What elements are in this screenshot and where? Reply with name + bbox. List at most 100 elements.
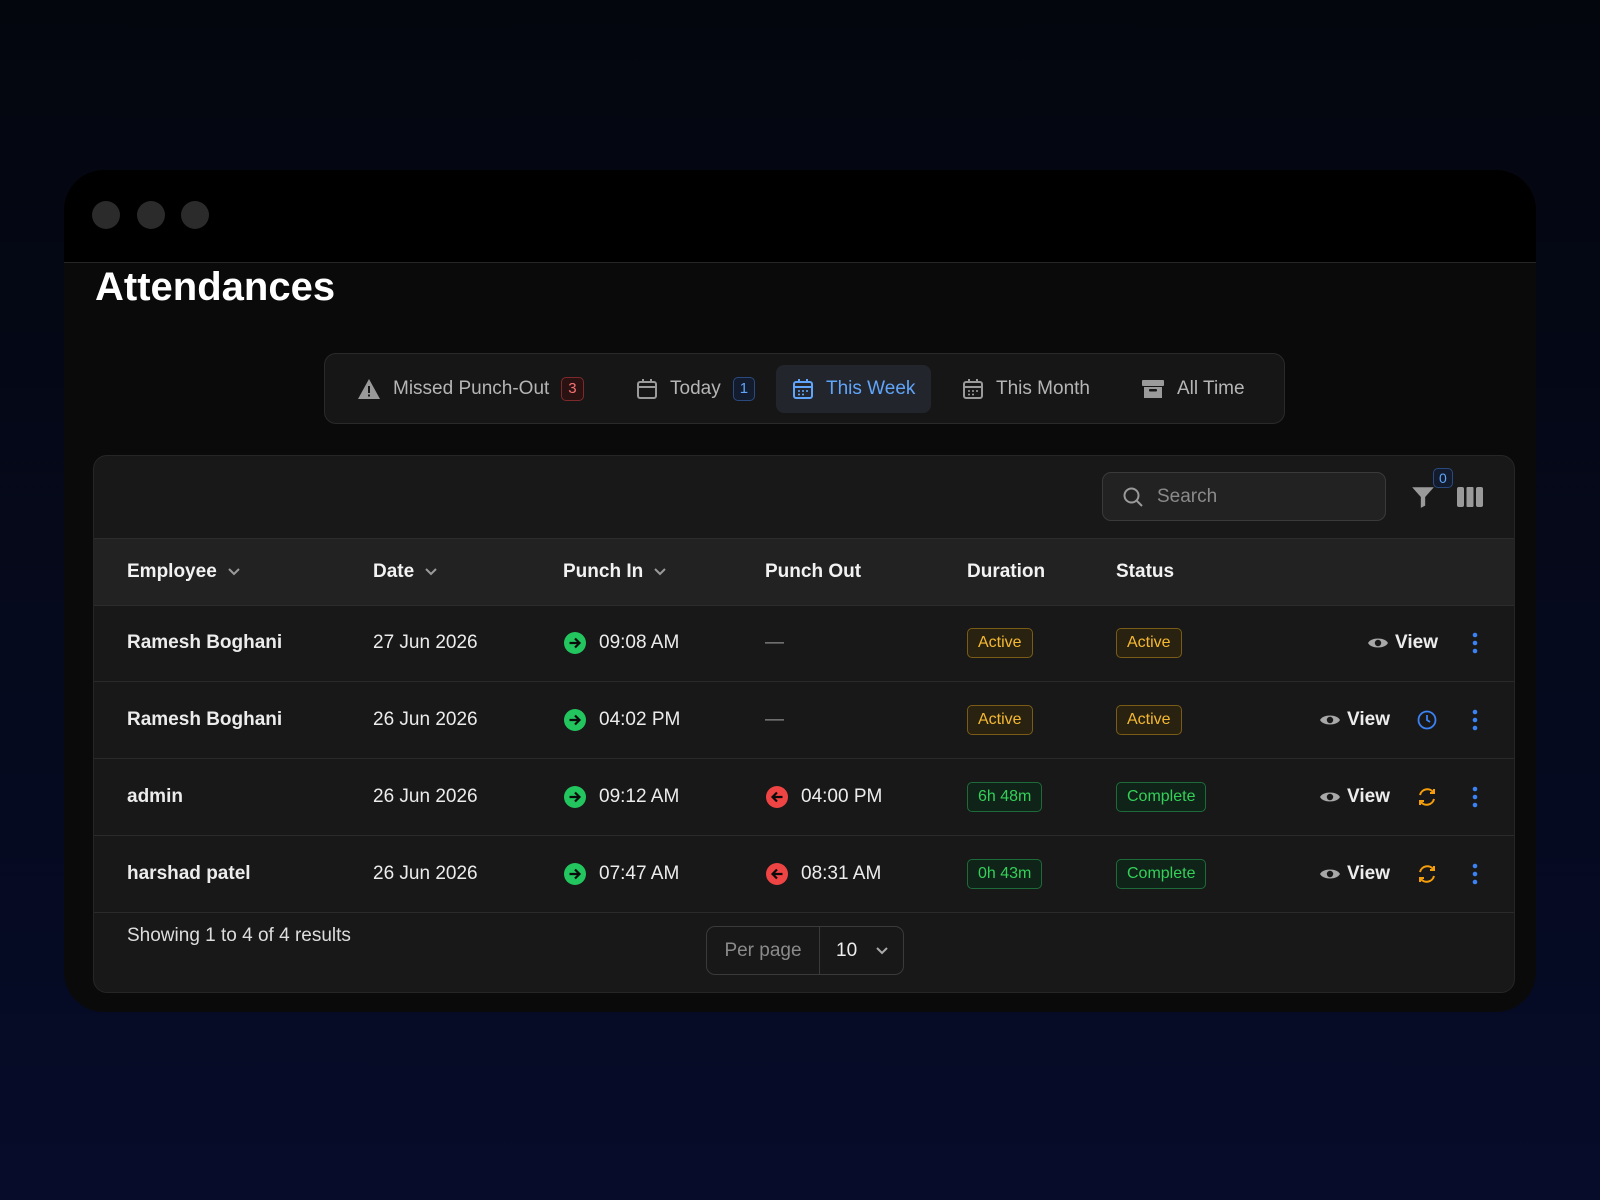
tab-icon: [637, 379, 657, 399]
more-actions[interactable]: [1472, 709, 1478, 731]
column-label: Punch Out: [765, 561, 862, 582]
punch-in: 07:47 AM: [563, 835, 679, 912]
search-placeholder: Search: [1157, 485, 1218, 507]
view-button[interactable]: View: [1367, 632, 1438, 654]
more-actions[interactable]: [1472, 786, 1478, 808]
search-box[interactable]: Search: [1102, 472, 1386, 521]
view-button[interactable]: View: [1319, 709, 1390, 731]
column-header[interactable]: Employee: [127, 539, 241, 605]
table-card: Search 0 Employee Date Punch In Punch Out Du…: [93, 455, 1515, 993]
punch-in: 04:02 PM: [563, 681, 680, 758]
punch-in: 09:12 AM: [563, 758, 679, 835]
page-title: Attendances: [95, 265, 336, 309]
tab-icon: [963, 379, 983, 399]
punch-in-time: 04:02 PM: [599, 708, 681, 730]
punch-out: —: [765, 681, 784, 758]
tab-bar: Missed Punch-Out 3 Today 1 This Week This Mon…: [324, 353, 1285, 424]
date: 26 Jun 2026: [373, 785, 478, 807]
search-icon: [1123, 487, 1143, 507]
employee-name: harshad patel: [127, 862, 251, 884]
extra-icon: [1419, 787, 1435, 806]
status: Complete: [1116, 835, 1207, 912]
row-actions: View: [1319, 758, 1478, 835]
punch-in-icon: [564, 708, 586, 731]
filter-tab[interactable]: This Week: [776, 365, 932, 413]
filter-button[interactable]: [1410, 484, 1436, 510]
view-label: View: [1395, 631, 1438, 653]
tab-label: Missed Punch-Out: [393, 378, 550, 399]
row-extra-action[interactable]: [1416, 709, 1438, 731]
status: Complete: [1116, 758, 1207, 835]
view-button[interactable]: View: [1319, 786, 1390, 808]
tab-icon: [358, 379, 380, 399]
duration-badge: Active: [967, 704, 1033, 735]
tab-badge: 3: [561, 377, 584, 401]
duration: Active: [967, 604, 1033, 681]
status: Active: [1116, 604, 1182, 681]
window-dot[interactable]: [92, 201, 120, 229]
tab-label: This Week: [826, 378, 916, 399]
employee-name: admin: [127, 785, 183, 807]
dots-icon: [1472, 709, 1478, 730]
dots-icon: [1472, 632, 1478, 653]
sort-icon: [228, 568, 240, 576]
per-page-value-box: 10: [820, 927, 903, 974]
view-label: View: [1347, 862, 1390, 884]
punch-in-time: 07:47 AM: [599, 862, 680, 884]
filter-tab[interactable]: Missed Punch-Out 3: [341, 365, 600, 413]
eye-icon: [1320, 792, 1341, 801]
results-summary: Showing 1 to 4 of 4 results: [127, 925, 351, 946]
view-label: View: [1347, 708, 1390, 730]
title-bar: [64, 170, 1536, 263]
punch-out: 08:31 AM: [765, 835, 881, 912]
table-row: Ramesh Boghani 27 Jun 2026 09:08 AM — Active…: [94, 604, 1514, 682]
punch-out-icon: [766, 785, 788, 808]
tab-icon: [793, 379, 813, 399]
table-row: Ramesh Boghani 26 Jun 2026 04:02 PM — Active…: [94, 681, 1514, 759]
columns-button[interactable]: [1457, 485, 1483, 509]
dots-icon: [1472, 786, 1478, 807]
row-actions: View: [1367, 604, 1478, 681]
filter-tab[interactable]: This Month: [946, 365, 1106, 413]
per-page-select[interactable]: Per page 10: [706, 926, 904, 975]
column-header: Punch Out: [765, 539, 861, 605]
extra-icon: [1419, 864, 1435, 883]
window-dot[interactable]: [137, 201, 165, 229]
filter-tab[interactable]: Today 1: [620, 365, 771, 413]
date: 26 Jun 2026: [373, 862, 478, 884]
sort-icon: [425, 568, 437, 576]
eye-icon: [1320, 715, 1341, 724]
punch-out: —: [765, 604, 784, 681]
column-label: Date: [373, 561, 415, 582]
status-badge: Complete: [1116, 781, 1207, 812]
punch-in-icon: [564, 631, 586, 654]
duration: 0h 43m: [967, 835, 1043, 912]
table-row: admin 26 Jun 2026 09:12 AM 04:00 PM 6h 48m Co…: [94, 758, 1514, 836]
punch-out: 04:00 PM: [765, 758, 882, 835]
table-row: harshad patel 26 Jun 2026 07:47 AM 08:31 AM…: [94, 835, 1514, 913]
status-badge: Active: [1116, 704, 1182, 735]
punch-in-icon: [564, 862, 586, 885]
punch-out-time: —: [765, 631, 784, 653]
more-actions[interactable]: [1472, 863, 1478, 885]
date: 27 Jun 2026: [373, 631, 478, 653]
row-extra-action[interactable]: [1416, 786, 1438, 808]
filter-tab[interactable]: All Time: [1125, 365, 1261, 413]
view-button[interactable]: View: [1319, 863, 1390, 885]
row-extra-action[interactable]: [1416, 863, 1438, 885]
more-actions[interactable]: [1472, 632, 1478, 654]
employee-name: Ramesh Boghani: [127, 708, 283, 730]
column-header[interactable]: Date: [373, 539, 438, 605]
chevron: [876, 946, 888, 954]
tab-icon: [1142, 380, 1164, 398]
column-label: Employee: [127, 561, 217, 582]
tab-label: Today: [670, 378, 721, 399]
eye-icon: [1368, 638, 1389, 647]
status-badge: Active: [1116, 627, 1182, 658]
per-page-label: Per page: [707, 927, 820, 974]
tab-badge: 1: [732, 377, 756, 401]
sort-icon: [654, 568, 666, 576]
window-dot[interactable]: [181, 201, 209, 229]
column-header[interactable]: Punch In: [563, 539, 667, 605]
